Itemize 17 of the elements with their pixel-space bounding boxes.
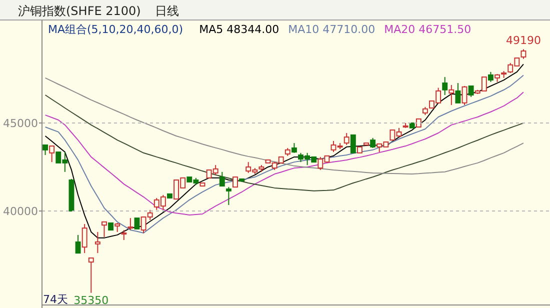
line-series <box>44 94 524 192</box>
annotation: 74天 <box>43 293 68 306</box>
line-series <box>44 92 524 216</box>
text: MA10 47710.00 <box>288 23 376 36</box>
annotation: 35350 <box>74 294 109 307</box>
chart-subtitle: 日线 <box>154 4 179 18</box>
line-series <box>44 77 524 175</box>
candlestick <box>448 84 454 106</box>
text: MA5 48344.00 <box>199 23 280 36</box>
chart-title: 沪铜指数(SHFE 2100) <box>18 4 141 18</box>
y-tick-label: 45000 <box>3 116 38 130</box>
y-tick-label: 40000 <box>3 205 38 218</box>
annotation: MA组合(5,10,20,40,60,0) <box>48 23 184 36</box>
candlestick <box>442 76 448 96</box>
annotation: 49190 <box>506 34 541 48</box>
text: MA20 46751.50 <box>384 23 472 36</box>
candlestick <box>94 231 100 254</box>
